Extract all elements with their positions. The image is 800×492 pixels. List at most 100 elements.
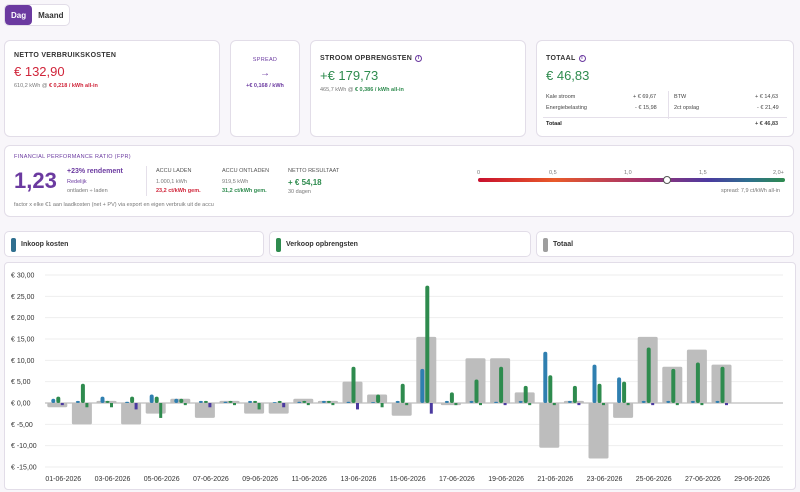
negative-bar: [577, 403, 581, 406]
legend-totaal[interactable]: Totaal: [536, 231, 794, 257]
legend-swatch: [11, 238, 16, 252]
y-tick-label: € 15,00: [11, 337, 34, 344]
verkoop-bar: [228, 400, 233, 403]
x-tick-label: 03-06-2026: [95, 476, 131, 483]
inkoop-bar: [617, 377, 622, 403]
info-icon[interactable]: i: [415, 55, 423, 62]
fpr-footnote: factor x elke €1 aan laadkosten (net + P…: [14, 202, 214, 208]
verkoop-bar: [277, 400, 282, 403]
netto-detail: 610,2 kWh @ € 0,218 / kWh all-in: [14, 83, 98, 89]
result-days: 30 dagen: [288, 189, 311, 195]
verkoop-bar: [105, 400, 110, 403]
spread-title: SPREAD: [252, 57, 278, 63]
negative-bar: [725, 403, 728, 406]
arrow-right-icon: →: [260, 68, 270, 79]
period-tabs: Dag Maand: [4, 4, 71, 26]
negative-bar: [331, 403, 335, 406]
negative-bar: [306, 403, 310, 406]
verkoop-bar: [671, 368, 676, 403]
tab-dag[interactable]: Dag: [5, 5, 33, 25]
verkoop-bar: [351, 366, 356, 403]
total-bar: [121, 403, 142, 425]
x-tick-label: 15-06-2026: [390, 476, 426, 483]
x-tick-label: 21-06-2026: [537, 476, 573, 483]
legend-totaal-label: Totaal: [553, 241, 574, 248]
negative-bar: [85, 403, 89, 408]
x-tick-label: 09-06-2026: [242, 476, 278, 483]
total-bar: [588, 403, 609, 459]
y-tick-label: € -10,00: [11, 443, 37, 450]
x-tick-label: 23-06-2026: [587, 476, 623, 483]
tab-maand[interactable]: Maand: [38, 11, 64, 20]
totaal-card: TOTAAL i € 46,83 Kale stroom + € 69,67 BT…: [536, 40, 794, 137]
info-icon[interactable]: i: [578, 55, 586, 62]
total-bar: [47, 403, 68, 408]
inkoop-bar: [371, 402, 376, 403]
verkoop-bar: [720, 366, 725, 403]
energiebelasting-label: Energiebelasting: [546, 105, 587, 111]
inkoop-bar: [567, 400, 572, 403]
spread-note: spread: 7,9 ct/kWh all-in: [721, 188, 780, 194]
x-tick-label: 17-06-2026: [439, 476, 475, 483]
inkoop-bar: [420, 368, 425, 403]
bar-chart: € 30,00 € 25,00 € 20,00 € 15,00 € 10,00 € 5,0…: [11, 273, 783, 483]
inkoop-bar: [543, 351, 548, 403]
verkoop-bar: [646, 347, 651, 403]
chart-container: € 30,00 € 25,00 € 20,00 € 15,00 € 10,00 € 5,0…: [4, 262, 796, 490]
fpr-card: FINANCIAL PERFORMANCE RATIO (FPR) 1,23 +…: [4, 145, 794, 217]
inkoop-bar: [248, 400, 253, 403]
verkoop-bar: [449, 392, 454, 403]
verkoop-bar: [499, 366, 504, 403]
netto-title: NETTO VERBRUIKSKOSTEN: [14, 52, 117, 59]
legend-verkoop[interactable]: Verkoop opbrengsten: [269, 231, 531, 257]
inkoop-bar: [297, 401, 302, 403]
negative-bar: [257, 403, 261, 410]
divider: [543, 117, 787, 118]
verkoop-bar: [203, 400, 208, 403]
scale-tick-3: 1,5: [699, 170, 707, 176]
fpr-title: FINANCIAL PERFORMANCE RATIO (FPR): [14, 154, 131, 160]
totaal-row-value: + € 46,83: [755, 121, 779, 127]
spread-card: SPREAD → +€ 0,168 / kWh: [230, 40, 300, 137]
verkoop-bar: [695, 362, 700, 403]
scale-tick-4: 2,0+: [773, 170, 784, 176]
legend-swatch: [543, 238, 548, 252]
totaal-title-text: TOTAAL: [546, 55, 576, 62]
y-tick-label: € 0,00: [11, 401, 31, 408]
inkoop-bar: [395, 400, 400, 403]
ontladen-label: ACCU ONTLADEN: [222, 168, 270, 174]
legend-inkoop[interactable]: Inkoop kosten: [4, 231, 264, 257]
fpr-rendement: +23% rendement: [67, 168, 123, 175]
stroom-kwh: 465,7 kWh @: [320, 87, 354, 93]
legend-verkoop-label: Verkoop opbrengsten: [286, 241, 358, 248]
btw-label: BTW: [674, 94, 687, 100]
stroom-card: STROOM OPBRENGSTEN i +€ 179,73 465,7 kWh …: [310, 40, 526, 137]
negative-bar: [405, 403, 409, 406]
stroom-value: +€ 179,73: [320, 68, 379, 83]
legend-swatch: [276, 238, 281, 252]
verkoop-bar: [56, 396, 61, 403]
y-tick-label: € 20,00: [11, 315, 34, 322]
verkoop-bar: [572, 385, 577, 403]
inkoop-bar: [125, 401, 130, 403]
inkoop-bar: [75, 400, 80, 403]
kale-stroom-value: + € 69,67: [633, 94, 657, 100]
inkoop-bar: [592, 364, 597, 403]
negative-bar: [479, 403, 482, 406]
negative-bar: [552, 403, 556, 406]
opslag-value: - € 21,49: [757, 105, 779, 111]
totaal-title: TOTAAL i: [546, 55, 586, 62]
spread-value: +€ 0,168 / kWh: [246, 83, 284, 89]
energiebelasting-value: - € 15,98: [635, 105, 657, 111]
fpr-scale-bar: [478, 178, 785, 182]
inkoop-bar: [100, 396, 105, 403]
inkoop-bar: [641, 400, 646, 403]
netto-card: NETTO VERBRUIKSKOSTEN € 132,90 610,2 kWh…: [4, 40, 220, 137]
x-tick-label: 01-06-2026: [45, 476, 81, 483]
verkoop-bar: [179, 398, 184, 403]
negative-bar: [454, 403, 458, 406]
inkoop-bar: [469, 400, 474, 403]
x-tick-label: 11-06-2026: [292, 476, 327, 483]
verkoop-bar: [130, 396, 135, 403]
fpr-quality: Redelijk: [67, 179, 87, 185]
